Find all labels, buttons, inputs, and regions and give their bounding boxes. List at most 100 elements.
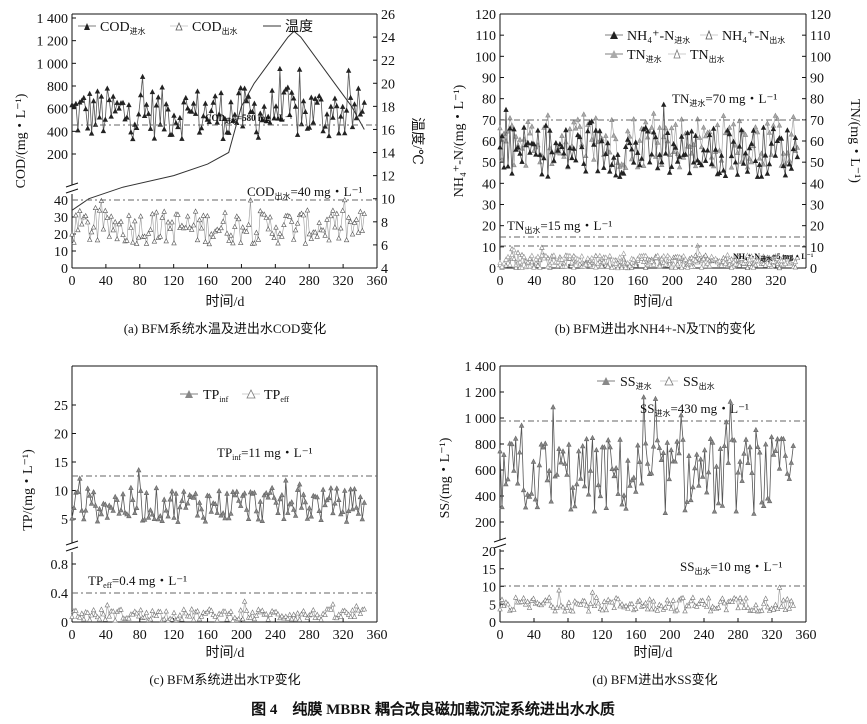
tn-in-point: [561, 153, 567, 159]
tp-in-point: [102, 501, 108, 507]
cod-out-point: [71, 239, 77, 245]
ss-out-point: [723, 606, 729, 613]
tp-in-point: [277, 496, 283, 502]
ss-in-point: [528, 490, 535, 496]
cod-in-point: [134, 124, 140, 130]
ss-in-point: [605, 437, 611, 443]
tp-in-point: [132, 509, 138, 515]
y-tick-label: 200: [475, 516, 496, 531]
tp-in-point: [200, 514, 207, 520]
cod-out-point: [167, 225, 173, 231]
nh-in-point: [525, 139, 531, 145]
tn-out-point: [770, 258, 777, 264]
cod-in-point: [312, 95, 318, 101]
cod-out-point: [304, 207, 311, 213]
tp-in-point: [159, 517, 165, 523]
cod-out-point: [198, 225, 205, 231]
nh-in-point: [597, 128, 603, 134]
cod-out-point: [192, 208, 199, 214]
cod-out-point: [328, 212, 334, 219]
cod-in-point: [192, 110, 199, 116]
x-tick-label: 80: [562, 274, 576, 289]
tn-out-point: [794, 254, 801, 260]
cod-out-point: [210, 233, 216, 239]
y-tick-label: 10: [482, 581, 496, 596]
ss-in-point: [698, 456, 704, 462]
ss-in-point: [621, 492, 627, 498]
x-tick-label: 320: [333, 628, 354, 643]
tp-out-point: [289, 616, 295, 622]
tp-in-point: [136, 467, 142, 473]
nh-in-point: [663, 150, 669, 156]
tp-out-point: [294, 610, 301, 616]
nh-in-point: [633, 139, 639, 145]
nh-in-point: [543, 122, 549, 128]
tp-in-point: [134, 504, 140, 510]
tp-out-point: [90, 606, 97, 613]
cod-out-point: [206, 240, 212, 247]
x-tick-label: 80: [561, 628, 575, 643]
tn-out-point: [589, 254, 595, 261]
cod-out-point: [255, 236, 262, 242]
cod-out-point: [320, 227, 326, 233]
cod-in-point: [253, 129, 260, 135]
cod-in-point: [240, 123, 246, 129]
tn-out-point: [583, 261, 589, 267]
nh-in-point: [734, 171, 741, 177]
svg-text:TN出水: TN出水: [690, 48, 725, 64]
nh-in-point: [752, 157, 759, 163]
cod-out-point: [77, 207, 83, 213]
svg-text:NH₄⁺-N进水: NH₄⁺-N进水: [627, 29, 690, 45]
tp-in-point: [296, 481, 303, 487]
ss-in-point: [534, 503, 541, 510]
nh-in-point: [497, 144, 503, 150]
panel-b-ylabel-right: TN/(mg・L⁻¹): [847, 99, 862, 183]
nh-out-point: [577, 261, 583, 267]
tn-out-point: [551, 252, 557, 258]
ss-in-point: [672, 458, 678, 464]
tn-out-point: [511, 246, 517, 253]
ss-in-point: [761, 502, 767, 508]
nh-out-point: [593, 252, 599, 258]
tn-in-point: [567, 125, 573, 132]
tn-out-point: [497, 259, 503, 265]
cod-out-point: [287, 213, 293, 219]
cod-out-point: [208, 231, 214, 237]
cod-in-point: [145, 110, 152, 116]
ss-out-point: [629, 600, 635, 606]
tn-in-point: [716, 147, 723, 153]
ss-out-point: [499, 596, 505, 602]
nh-in-point: [541, 155, 547, 161]
tn-in-point: [557, 150, 563, 156]
tp-out-point: [357, 610, 364, 616]
ss-out-point: [615, 595, 621, 602]
panel-b-legend: NH₄⁺-N进水 NH₄⁺-N出水 TN进水 TN出水: [605, 29, 785, 64]
tn-out-point: [744, 252, 751, 258]
y-tick-label: 0: [489, 616, 496, 631]
cod-out-point: [88, 229, 95, 235]
nh-in-point: [615, 151, 621, 157]
tn-in-point: [754, 129, 761, 135]
tp-in-point: [332, 500, 338, 506]
ss-out-point: [520, 595, 527, 601]
tn-out-point: [615, 264, 621, 271]
tn-in-point: [730, 121, 737, 127]
y-tick-label: 10: [54, 485, 68, 500]
nh-out-point: [535, 262, 541, 268]
tp-in-point: [128, 484, 134, 490]
tp-in-point: [302, 499, 309, 505]
ss-in-point: [772, 447, 779, 453]
ss-in-point: [702, 447, 708, 453]
cod-out-point: [294, 220, 301, 226]
ss-out-point: [589, 589, 596, 595]
tp-in-point: [243, 506, 250, 512]
ss-in-point: [641, 394, 647, 400]
cod-in-point: [214, 119, 220, 125]
tn-in-point: [623, 164, 629, 170]
ss-out-point: [715, 604, 722, 610]
cod-in-point: [136, 111, 142, 117]
tp-out-point: [285, 615, 291, 621]
tp-out-point: [69, 613, 75, 619]
tp-out-point: [247, 614, 254, 620]
